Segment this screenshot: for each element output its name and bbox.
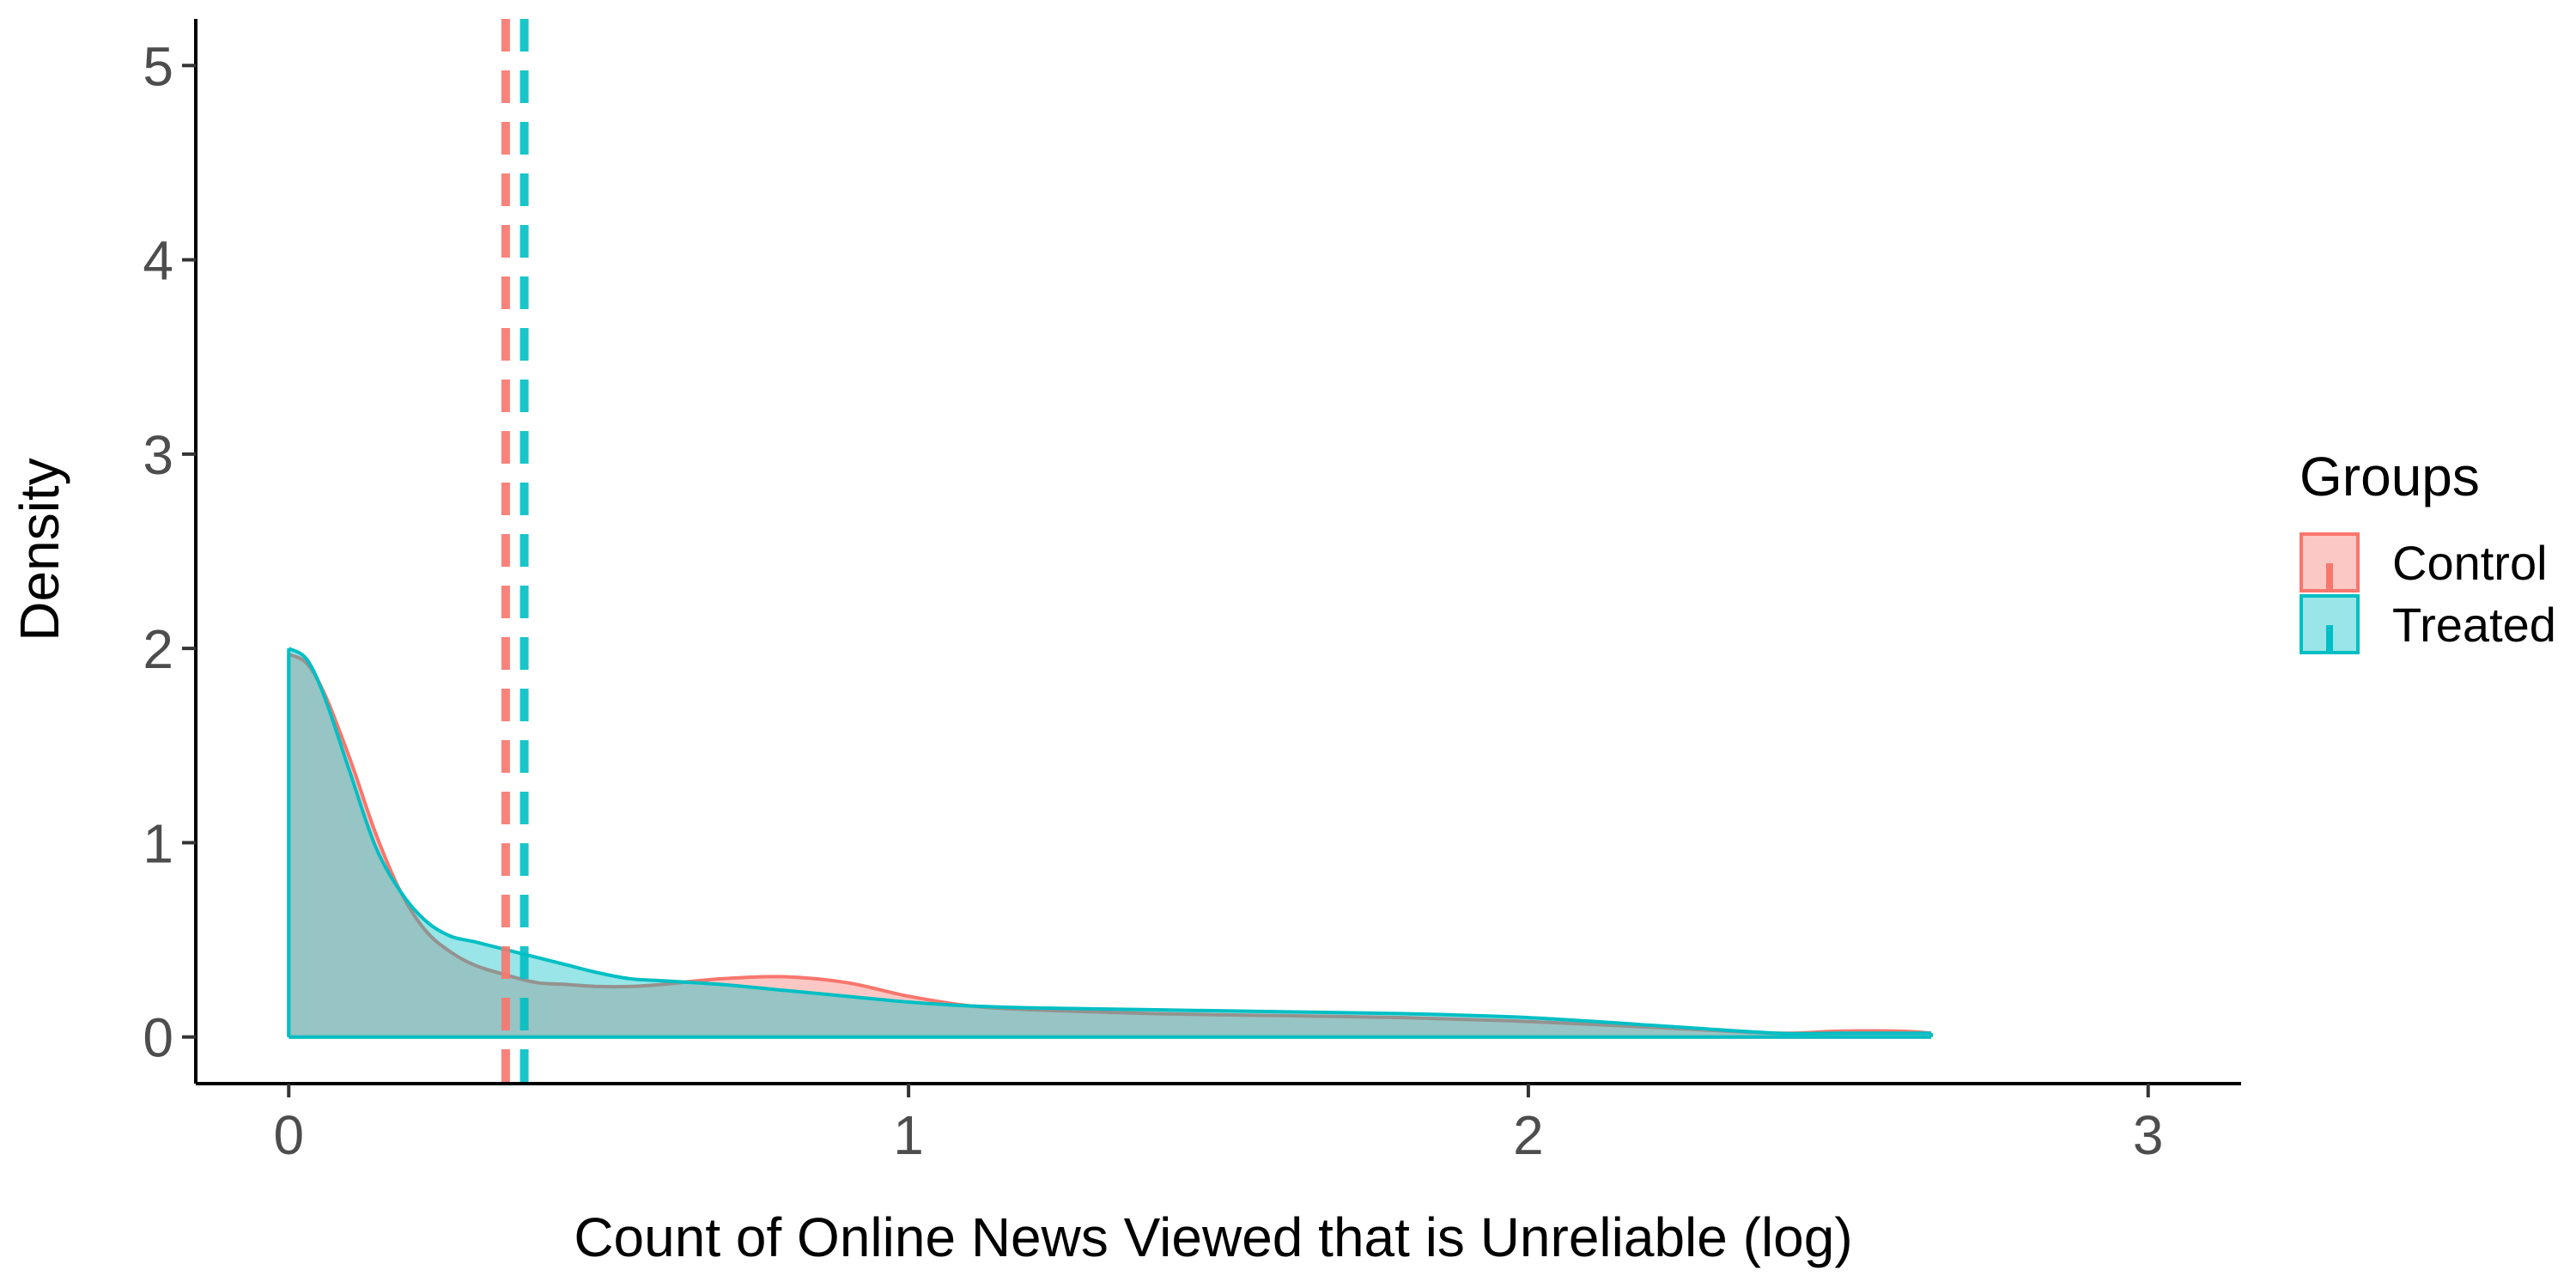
- density-area-treated: [289, 648, 1932, 1037]
- legend-key-treated: [2300, 594, 2360, 654]
- y-tick-label: 3: [143, 424, 173, 486]
- mean-lines: [501, 19, 529, 1084]
- y-tick-label: 0: [143, 1007, 173, 1069]
- density-area-control: [289, 653, 1932, 1037]
- axes: [194, 19, 2241, 1085]
- legend-label-control: Control: [2392, 536, 2548, 590]
- y-tick-label: 5: [143, 35, 173, 97]
- x-tick-label: 2: [1513, 1104, 1544, 1166]
- axis-ticks: 0 1 2 3 0 1 2 3 4 5: [143, 35, 2163, 1166]
- x-tick-label: 0: [273, 1104, 304, 1166]
- y-axis-title: Density: [9, 458, 70, 641]
- y-tick-label: 2: [143, 618, 173, 680]
- x-tick-label: 1: [893, 1104, 924, 1166]
- legend-title: Groups: [2300, 446, 2480, 507]
- x-axis-title: Count of Online News Viewed that is Unre…: [574, 1206, 1852, 1268]
- density-areas: [287, 647, 1934, 1039]
- y-tick-label: 1: [143, 812, 173, 874]
- legend-label-treated: Treated: [2392, 598, 2556, 652]
- density-curve-treated: [288, 647, 1932, 1036]
- legend-key-control: [2300, 532, 2360, 592]
- legend: Groups Control Treated: [2300, 446, 2556, 654]
- density-outline-treated: [287, 648, 1934, 1039]
- y-tick-label: 4: [143, 230, 173, 292]
- x-tick-label: 3: [2133, 1104, 2164, 1166]
